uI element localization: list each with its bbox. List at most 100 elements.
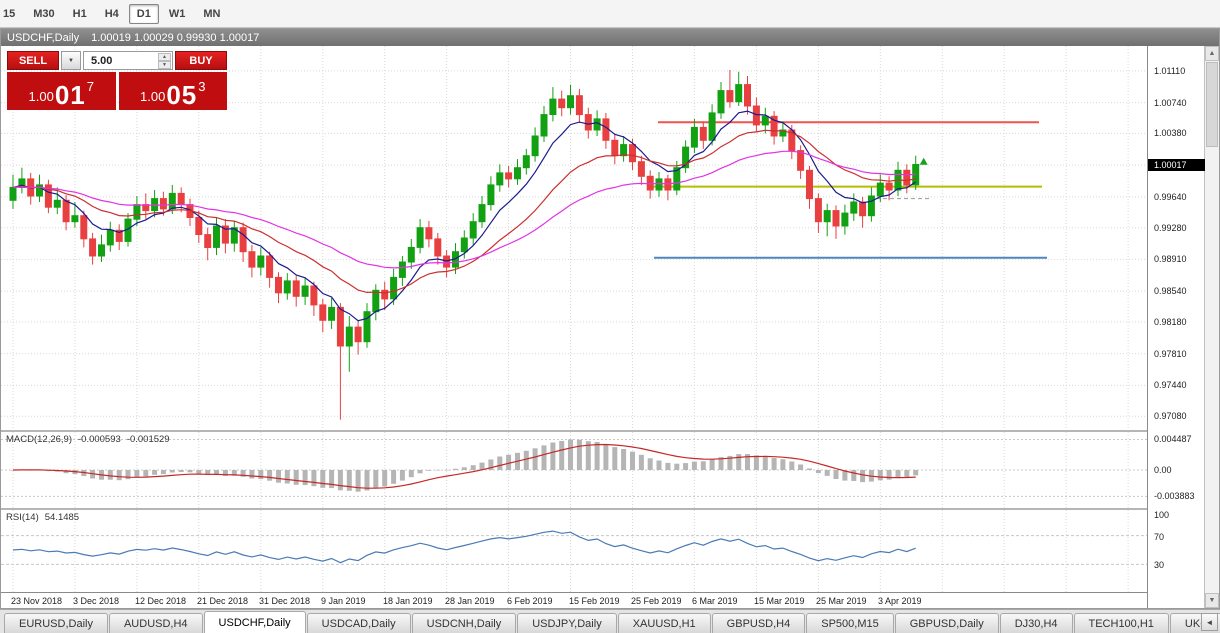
- rsi-scale-label: 70: [1154, 532, 1165, 542]
- price-scale-label: 0.97440: [1154, 380, 1187, 390]
- macd-signal-value: -0.001529: [126, 434, 170, 445]
- price-scale[interactable]: 1.01110 1.00740 1.00380 0.99640 0.99280 0.989…: [1147, 46, 1205, 608]
- timeframe-button-h1[interactable]: H1: [72, 7, 87, 20]
- volume-input[interactable]: 5.00 ▲ ▼: [83, 51, 173, 70]
- timeframe-button-w1[interactable]: W1: [168, 7, 186, 20]
- scrollbar-thumb[interactable]: [1206, 62, 1218, 147]
- chevron-down-icon: ▼: [68, 57, 74, 64]
- chart-symbol-title: USDCHF,Daily: [7, 31, 80, 44]
- date-axis-label: 25 Feb 2019: [631, 596, 682, 606]
- up-arrow-marker: [919, 157, 928, 165]
- date-axis-label: 21 Dec 2018: [197, 596, 249, 606]
- date-axis-label: 15 Mar 2019: [754, 596, 805, 606]
- scrollbar-up-button[interactable]: ▲: [1205, 46, 1219, 61]
- price-scale-label: 1.01110: [1154, 66, 1186, 76]
- macd-panel-chart[interactable]: [1, 432, 1147, 508]
- chart-tab-dj30-h4[interactable]: DJ30,H4: [999, 613, 1073, 633]
- arrow-up-icon: ▲: [1208, 50, 1216, 57]
- chart-tab-usdcad-daily[interactable]: USDCAD,Daily: [306, 613, 411, 633]
- arrow-down-icon: ▼: [1208, 597, 1216, 604]
- date-axis-label: 9 Jan 2019: [321, 596, 366, 606]
- current-price-label: 1.00017: [1148, 159, 1205, 171]
- rsi-indicator-label: RSI(14) 54.1485: [6, 512, 79, 523]
- chart-tab-sp500-m15[interactable]: SP500,M15: [806, 613, 894, 633]
- tab-scroll-left-button[interactable]: ◄: [1201, 613, 1218, 631]
- timeframe-button-h4[interactable]: H4: [104, 7, 119, 20]
- spin-down-icon[interactable]: ▼: [158, 61, 171, 69]
- chart-tab-xauusd-h1[interactable]: XAUUSD,H1: [617, 613, 711, 633]
- date-axis-label: 6 Feb 2019: [507, 596, 553, 606]
- macd-indicator-label: MACD(12,26,9) -0.000593 -0.001529: [6, 434, 170, 445]
- main-price-chart[interactable]: [1, 46, 1147, 430]
- chart-titlebar: USDCHF,Daily 1.00019 1.00029 0.99930 1.0…: [1, 29, 1219, 46]
- scroll-left-icon: ◄: [1205, 617, 1214, 627]
- price-scale-label: 0.98180: [1154, 317, 1187, 327]
- chart-vertical-scrollbar[interactable]: ▲ ▼: [1204, 46, 1219, 608]
- timeframe-button-15[interactable]: 15: [3, 7, 16, 20]
- date-axis[interactable]: 23 Nov 2018 3 Dec 2018 12 Dec 2018 21 Dec 2…: [1, 592, 1147, 608]
- price-scale-label: 0.97080: [1154, 411, 1187, 421]
- date-axis-label: 28 Jan 2019: [445, 596, 495, 606]
- chart-tab-usdchf-daily[interactable]: USDCHF,Daily: [203, 611, 306, 633]
- grid-layer: [1, 46, 1147, 430]
- date-axis-label: 31 Dec 2018: [259, 596, 311, 606]
- volume-value: 5.00: [91, 54, 113, 67]
- chart-tab-eurusd-daily[interactable]: EURUSD,Daily: [4, 613, 108, 633]
- rsi-value: 54.1485: [44, 512, 80, 523]
- date-axis-label: 18 Jan 2019: [383, 596, 433, 606]
- moving-averages-layer: [12, 110, 917, 322]
- chart-ohlc-values: 1.00019 1.00029 0.99930 1.00017: [91, 31, 260, 44]
- date-axis-label: 15 Feb 2019: [569, 596, 620, 606]
- macd-scale-label: 0.004487: [1154, 434, 1192, 444]
- panel-splitter[interactable]: [1, 508, 1219, 510]
- price-scale-label: 0.99280: [1154, 223, 1187, 233]
- sell-button[interactable]: SELL: [7, 51, 59, 70]
- buy-button[interactable]: BUY: [175, 51, 227, 70]
- chart-tabs-bar: EURUSD,Daily AUDUSD,H4 USDCHF,Daily USDCAD,…: [0, 609, 1220, 633]
- buy-price-display[interactable]: 1.00 05 3: [118, 72, 227, 110]
- date-axis-label: 3 Dec 2018: [73, 596, 120, 606]
- price-scale-label: 1.00740: [1154, 98, 1187, 108]
- buy-price-prefix: 1.00: [140, 89, 166, 104]
- sell-price-pipette: 7: [86, 79, 94, 94]
- hline-objects-layer: [650, 121, 1047, 259]
- timeframe-button-d1[interactable]: D1: [128, 3, 159, 24]
- macd-scale-label: -0.003883: [1154, 491, 1195, 501]
- chart-tab-tech100-h1[interactable]: TECH100,H1: [1073, 613, 1169, 633]
- volume-dropdown-button[interactable]: ▼: [61, 51, 81, 70]
- timeframe-button-m30[interactable]: M30: [33, 7, 55, 20]
- date-axis-label: 25 Mar 2019: [816, 596, 867, 606]
- chart-tab-gbpusd-daily[interactable]: GBPUSD,Daily: [894, 613, 999, 633]
- rsi-name: RSI(14): [6, 512, 39, 523]
- scrollbar-down-button[interactable]: ▼: [1205, 593, 1219, 608]
- price-scale-label: 0.97810: [1154, 349, 1187, 359]
- timeframe-toolbar: 15 M30 H1 H4 D1 W1 MN: [0, 0, 1220, 28]
- buy-price-pipette: 3: [198, 79, 206, 94]
- candles-layer: [9, 70, 920, 420]
- chart-tab-audusd-h4[interactable]: AUDUSD,H4: [108, 613, 203, 633]
- rsi-scale-label: 100: [1154, 510, 1170, 520]
- buy-price-big-digits: 05: [166, 80, 198, 110]
- date-axis-label: 12 Dec 2018: [135, 596, 187, 606]
- date-axis-label: 23 Nov 2018: [11, 596, 63, 606]
- sell-price-display[interactable]: 1.00 01 7: [7, 72, 116, 110]
- date-axis-label: 6 Mar 2019: [692, 596, 738, 606]
- chart-tab-usdjpy-daily[interactable]: USDJPY,Daily: [517, 613, 617, 633]
- timeframe-button-mn[interactable]: MN: [203, 7, 221, 20]
- one-click-trading-panel: SELL ▼ 5.00 ▲ ▼ BUY 1.00 01 7: [7, 51, 227, 110]
- volume-spinner[interactable]: ▲ ▼: [158, 53, 171, 69]
- price-scale-label: 0.98910: [1154, 254, 1187, 264]
- chart-tab-gbpusd-h4[interactable]: GBPUSD,H4: [711, 613, 806, 633]
- macd-scale-label: 0.00: [1154, 465, 1172, 475]
- price-scale-label: 1.00380: [1154, 128, 1187, 138]
- date-axis-label: 3 Apr 2019: [878, 596, 922, 606]
- rsi-line: [12, 530, 916, 564]
- price-scale-label: 0.99640: [1154, 192, 1187, 202]
- chart-tab-usdcnh-daily[interactable]: USDCNH,Daily: [411, 613, 517, 633]
- rsi-scale-label: 30: [1154, 560, 1165, 570]
- panel-splitter[interactable]: [1, 430, 1219, 432]
- sell-price-prefix: 1.00: [28, 89, 54, 104]
- rsi-panel-chart[interactable]: [1, 510, 1147, 592]
- spin-up-icon[interactable]: ▲: [158, 53, 171, 61]
